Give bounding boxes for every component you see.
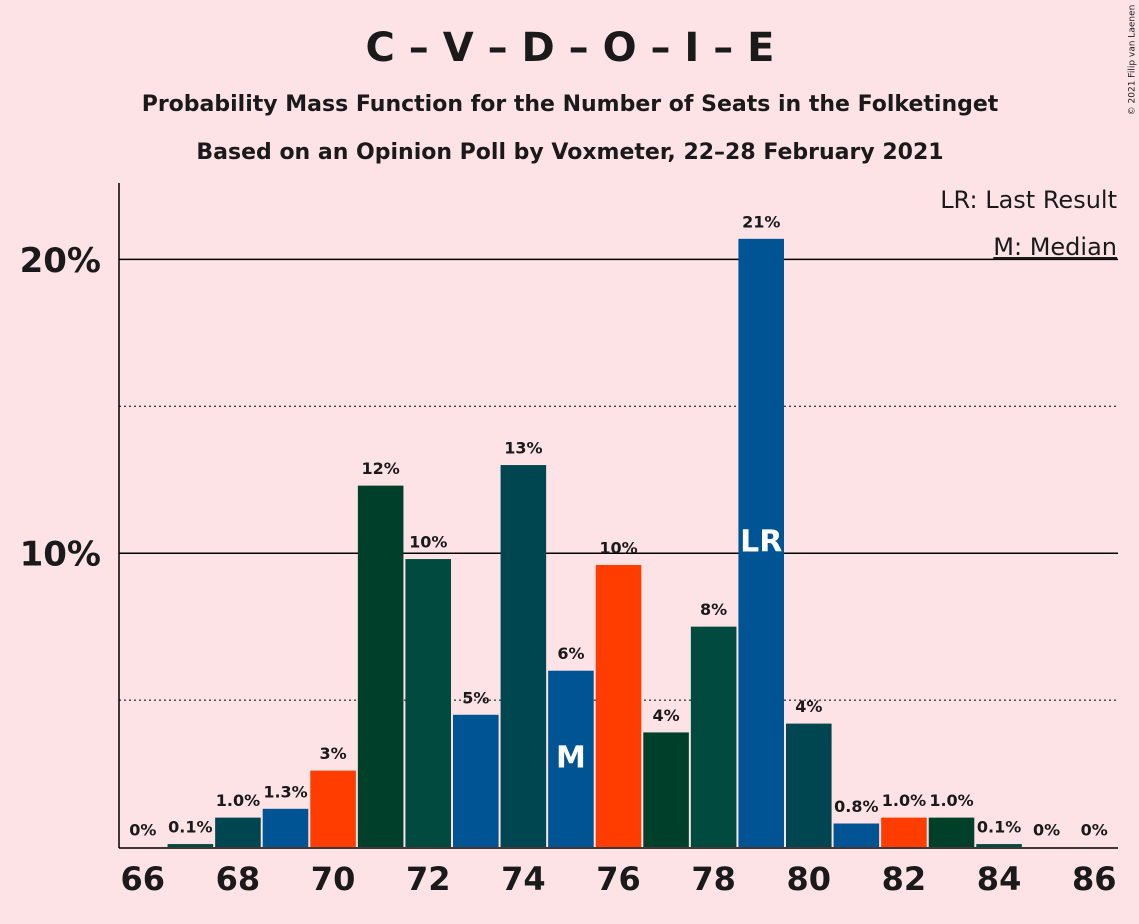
data-label: 8% [700, 600, 727, 619]
bar [786, 723, 832, 847]
data-label: 0.8% [834, 797, 878, 816]
bar [976, 844, 1022, 847]
data-label: 0% [1081, 821, 1108, 840]
x-tick-label: 86 [1072, 860, 1117, 898]
x-tick-label: 74 [501, 860, 546, 898]
bar [453, 714, 499, 847]
x-tick-label: 76 [596, 860, 641, 898]
bar [595, 564, 642, 847]
legend-entry: LR: Last Result [940, 186, 1117, 214]
data-label: 0.1% [168, 818, 212, 837]
x-tick-label: 70 [311, 860, 356, 898]
data-label: 1.0% [216, 791, 260, 810]
data-label: 3% [319, 744, 346, 763]
data-label: 1.3% [263, 782, 307, 801]
chart-title: C – V – D – O – I – E [366, 25, 775, 71]
data-label: 10% [409, 533, 447, 552]
data-label: 0% [129, 821, 156, 840]
bar [262, 808, 309, 847]
x-tick-label: 72 [406, 860, 451, 898]
data-label: 10% [599, 538, 637, 557]
credit: © 2021 Filip van Laenen [1128, 5, 1138, 116]
bar [357, 485, 404, 847]
x-tick-label: 78 [691, 860, 736, 898]
x-tick-label: 68 [216, 860, 261, 898]
bar [548, 670, 594, 847]
grid [119, 258, 1118, 701]
data-label: 13% [504, 439, 542, 458]
bar [405, 559, 451, 847]
y-tick-label: 10% [20, 535, 101, 575]
data-label: 4% [652, 706, 679, 725]
data-label: 1.0% [882, 791, 926, 810]
labels: 10%20%660% 0.1%681.0% 1.3%703%12%7210%5%74… [20, 212, 1117, 898]
bar [310, 770, 356, 847]
marker-label: LR [740, 524, 782, 559]
bar [833, 823, 880, 847]
data-label: 0.1% [977, 818, 1021, 837]
bars [167, 238, 1022, 848]
x-tick-label: 84 [977, 860, 1022, 898]
bar [500, 465, 547, 847]
data-label: 5% [462, 688, 489, 707]
bar [881, 817, 927, 847]
x-tick-label: 80 [787, 860, 832, 898]
data-label: 1.0% [929, 791, 973, 810]
y-tick-label: 20% [20, 241, 101, 281]
marker-label: M [556, 740, 586, 775]
chart-subtitle: Based on an Opinion Poll by Voxmeter, 22… [196, 140, 943, 165]
chart-subtitle: Probability Mass Function for the Number… [142, 92, 999, 117]
data-label: 6% [557, 644, 584, 663]
bar [928, 817, 975, 847]
bar [215, 817, 261, 847]
bar [643, 732, 689, 847]
x-tick-label: 82 [882, 860, 927, 898]
data-label: 0% [1033, 821, 1060, 840]
bar [738, 238, 784, 848]
data-label: 12% [361, 459, 399, 478]
bar [690, 626, 737, 847]
data-label: 21% [742, 212, 780, 231]
data-label: 4% [795, 697, 822, 716]
x-tick-label: 66 [121, 860, 166, 898]
legend-entry: M: Median [993, 233, 1117, 261]
bar [167, 844, 214, 847]
